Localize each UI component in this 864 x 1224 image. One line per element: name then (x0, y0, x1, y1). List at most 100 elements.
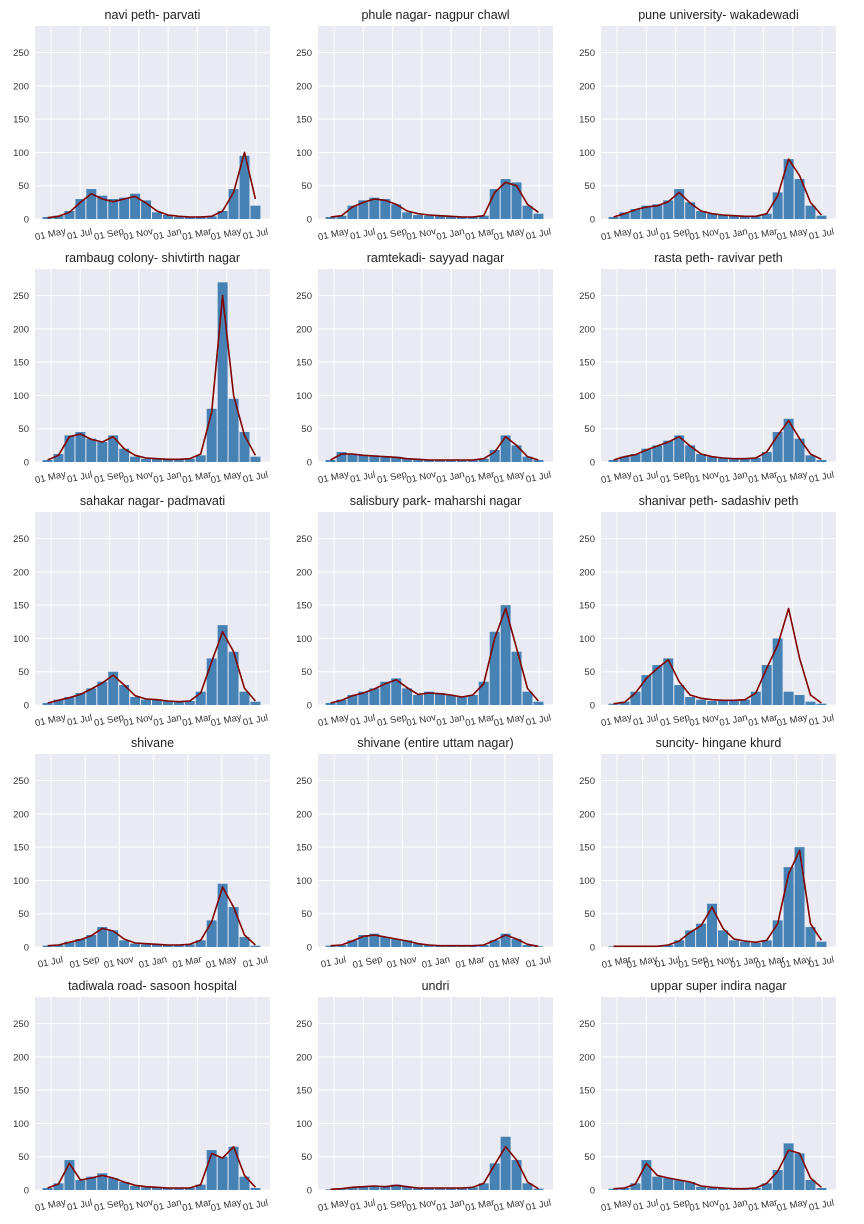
bar (630, 691, 641, 705)
bar (325, 945, 336, 947)
y-tick-label: 100 (13, 634, 29, 645)
bar (608, 946, 619, 947)
bar (413, 215, 424, 219)
bar (336, 452, 347, 462)
x-tick-label: 01 Jan (153, 226, 183, 243)
bar (511, 182, 522, 219)
bar (108, 199, 119, 219)
y-tick-label: 150 (296, 1086, 312, 1097)
x-tick-label: 01 Mar (181, 1197, 212, 1214)
x-tick-label: 01 Jan (436, 469, 466, 486)
x-tick-label: 01 Jul (808, 227, 835, 243)
bar (772, 638, 783, 705)
bar (413, 459, 424, 462)
bar (641, 205, 652, 219)
y-tick-label: 250 (579, 776, 595, 787)
y-tick-label: 100 (13, 876, 29, 887)
bar (739, 458, 750, 462)
bar (717, 701, 728, 705)
bar (652, 445, 663, 462)
x-tick-label: 01 Sep (376, 469, 408, 486)
bar (652, 1176, 663, 1190)
x-tick-label: 01 Jul (349, 713, 376, 729)
series-line (330, 934, 539, 948)
y-tick-label: 0 (590, 1186, 595, 1197)
y-tick-label: 200 (296, 81, 312, 92)
bar (325, 460, 336, 462)
bar (64, 435, 75, 462)
x-tick-label: 01 May (493, 469, 526, 486)
bar (141, 1187, 152, 1190)
bar (206, 1150, 217, 1190)
bar (783, 867, 794, 947)
bar (685, 1182, 696, 1190)
series-line (613, 607, 822, 705)
x-tick-label: 01 Jul (654, 955, 681, 971)
bar (467, 695, 478, 705)
x-tick-label: 01 Nov (386, 954, 418, 971)
y-tick-label: 0 (24, 458, 29, 469)
bar (184, 701, 195, 705)
bar (707, 213, 718, 219)
y-tick-label: 150 (13, 843, 29, 854)
bar (761, 452, 772, 462)
y-tick-label: 150 (13, 115, 29, 126)
bar (336, 699, 347, 705)
bar (358, 691, 369, 705)
x-tick-label: 01 Nov (405, 1197, 437, 1214)
y-tick-label: 50 (584, 181, 595, 192)
chart-title: pune university- wakadewadi (638, 8, 799, 22)
series-line (47, 1145, 256, 1189)
bar (489, 450, 500, 462)
bar (707, 903, 718, 947)
x-tick-label: 01 Jul (37, 955, 64, 971)
x-tick-label: 01 Jul (242, 713, 269, 729)
y-tick-label: 150 (13, 1086, 29, 1097)
bar (424, 691, 435, 705)
x-tick-label: 01 Mar (181, 712, 212, 729)
bar (391, 456, 402, 462)
x-tick-label: 01 Nov (122, 469, 154, 486)
x-tick-label: 01 May (317, 712, 350, 729)
chart-title: shivane (entire uttam nagar) (357, 736, 513, 750)
bar (511, 445, 522, 462)
x-tick-label: 01 Jul (66, 470, 93, 486)
y-tick-label: 0 (24, 1186, 29, 1197)
y-tick-label: 50 (18, 1152, 29, 1163)
y-tick-label: 100 (13, 391, 29, 402)
bar (717, 930, 728, 947)
bar (783, 691, 794, 705)
series-line (330, 435, 539, 461)
bar (434, 215, 445, 219)
bar (369, 197, 380, 219)
bar (184, 458, 195, 462)
y-tick-label: 200 (579, 324, 595, 335)
bar (717, 458, 728, 462)
x-tick-label: 01 May (493, 712, 526, 729)
x-tick-label: 01 Sep (93, 712, 125, 729)
y-tick-label: 200 (13, 324, 29, 335)
bar (696, 923, 707, 947)
x-tick-label: 01 May (317, 226, 350, 243)
bar (141, 944, 152, 947)
x-tick-label: 01 May (205, 954, 238, 971)
bar (608, 703, 619, 705)
y-tick-label: 200 (296, 567, 312, 578)
bar (402, 688, 413, 705)
x-tick-label: 01 Sep (93, 1197, 125, 1214)
y-tick-label: 200 (579, 81, 595, 92)
bar (173, 459, 184, 462)
bar (86, 1176, 97, 1190)
y-tick-label: 150 (579, 115, 595, 126)
bar (217, 1156, 228, 1190)
bar (674, 435, 685, 462)
bar (151, 458, 162, 462)
bar (805, 205, 816, 219)
bar (783, 418, 794, 462)
chart-title: rasta peth- ravivar peth (654, 251, 783, 265)
bar (42, 945, 53, 947)
y-tick-label: 200 (296, 324, 312, 335)
